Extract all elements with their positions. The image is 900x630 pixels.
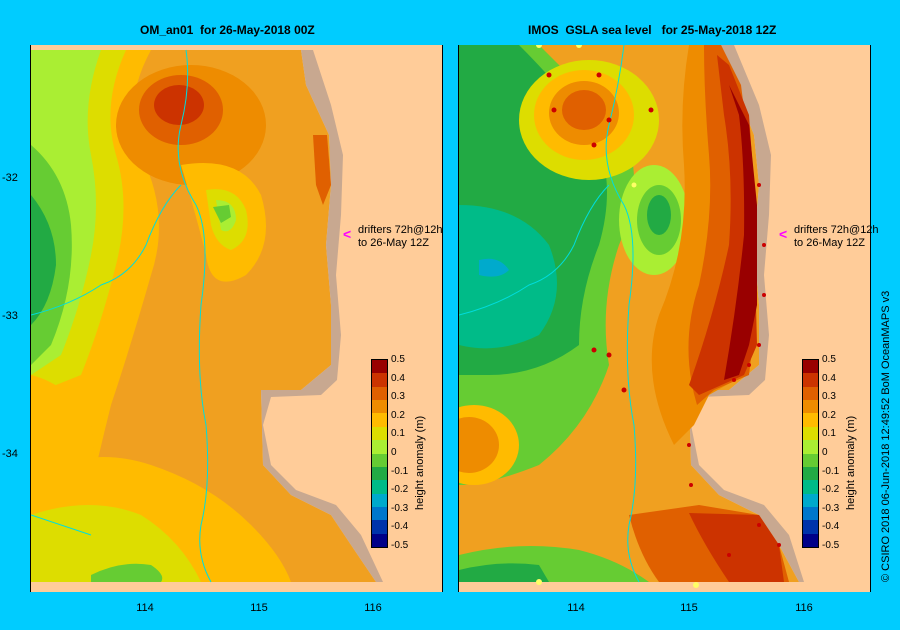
left-sea-level-map <box>31 45 442 592</box>
colorbar-segment <box>803 400 818 414</box>
colorbar-segment <box>372 360 387 374</box>
colorbar-segment <box>372 426 387 441</box>
colorbar-label: -0.3 <box>822 502 840 514</box>
colorbar-label: 0.4 <box>822 372 836 384</box>
colorbar-segment <box>803 493 818 508</box>
colorbar-segment <box>803 440 818 454</box>
colorbar-label: 0.4 <box>391 372 405 384</box>
colorbar-segment <box>803 360 818 374</box>
colorbar-label: -0.5 <box>822 540 840 551</box>
colorbar-segment <box>372 466 387 481</box>
left-map-panel <box>30 45 443 592</box>
y-tick-label: -34 <box>2 448 18 460</box>
colorbar-segment <box>803 506 818 521</box>
y-tick-label: -32 <box>2 172 18 184</box>
x-tick-label: 115 <box>680 602 698 614</box>
left-drifter-arrow-icon: < <box>343 226 352 242</box>
colorbar-segment <box>372 520 387 535</box>
colorbar-label: 0.3 <box>391 391 405 403</box>
colorbar-segment <box>372 440 387 454</box>
colorbar-segment <box>372 480 387 495</box>
right-colorbar-title: height anomaly (m) <box>845 415 857 510</box>
colorbar-label: -0.5 <box>391 540 409 551</box>
left-drifter-note: drifters 72h@12h to 26-May 12Z <box>358 224 443 249</box>
colorbar-segment <box>803 426 818 441</box>
colorbar-segment <box>372 453 387 468</box>
colorbar-label: 0.3 <box>822 391 836 403</box>
colorbar-label: 0 <box>391 447 397 458</box>
colorbar-label: -0.2 <box>391 484 409 496</box>
right-drifter-note: drifters 72h@12h to 26-May 12Z <box>794 224 879 249</box>
colorbar-segment <box>803 466 818 481</box>
colorbar-label: -0.2 <box>822 484 840 496</box>
colorbar-segment <box>803 413 818 428</box>
right-sea-level-map <box>459 45 870 592</box>
colorbar-label: -0.4 <box>822 521 840 533</box>
colorbar-label: -0.1 <box>822 465 840 477</box>
colorbar-segment <box>372 533 387 548</box>
colorbar-segment <box>372 413 387 428</box>
colorbar-label: 0.5 <box>822 354 836 365</box>
right-panel-title: IMOS GSLA sea level for 25-May-2018 12Z <box>528 23 777 37</box>
y-tick-label: -33 <box>2 310 18 322</box>
colorbar-segment <box>803 533 818 548</box>
colorbar-segment <box>803 520 818 535</box>
x-tick-label: 116 <box>795 602 813 614</box>
colorbar-segment <box>372 373 387 388</box>
colorbar-label: 0 <box>822 447 828 458</box>
left-colorbar-title: height anomaly (m) <box>414 415 426 510</box>
colorbar-segment <box>803 386 818 401</box>
colorbar-segment <box>372 493 387 508</box>
colorbar-label: 0.1 <box>391 428 405 440</box>
x-tick-label: 116 <box>364 602 382 614</box>
colorbar-segment <box>372 506 387 521</box>
colorbar-segment <box>803 373 818 388</box>
colorbar-label: 0.5 <box>391 354 405 365</box>
colorbar-label: -0.1 <box>391 465 409 477</box>
colorbar-segment <box>803 453 818 468</box>
colorbar-label: 0.2 <box>391 409 405 421</box>
right-map-panel <box>458 45 871 592</box>
x-tick-label: 114 <box>136 602 154 614</box>
right-drifter-arrow-icon: < <box>779 226 788 242</box>
x-tick-label: 115 <box>250 602 268 614</box>
colorbar-segment <box>372 400 387 414</box>
colorbar-label: -0.3 <box>391 502 409 514</box>
colorbar-segment <box>372 386 387 401</box>
colorbar-segment <box>803 480 818 495</box>
colorbar-label: 0.2 <box>822 409 836 421</box>
colorbar-label: 0.1 <box>822 428 836 440</box>
left-colorbar <box>371 359 388 548</box>
x-tick-label: 114 <box>567 602 585 614</box>
colorbar-label: -0.4 <box>391 521 409 533</box>
left-panel-title: OM_an01 for 26-May-2018 00Z <box>140 23 315 37</box>
right-colorbar <box>802 359 819 548</box>
credit-text: © CSIRO 2018 06-Jun-2018 12:49:52 BoM Oc… <box>880 290 892 582</box>
